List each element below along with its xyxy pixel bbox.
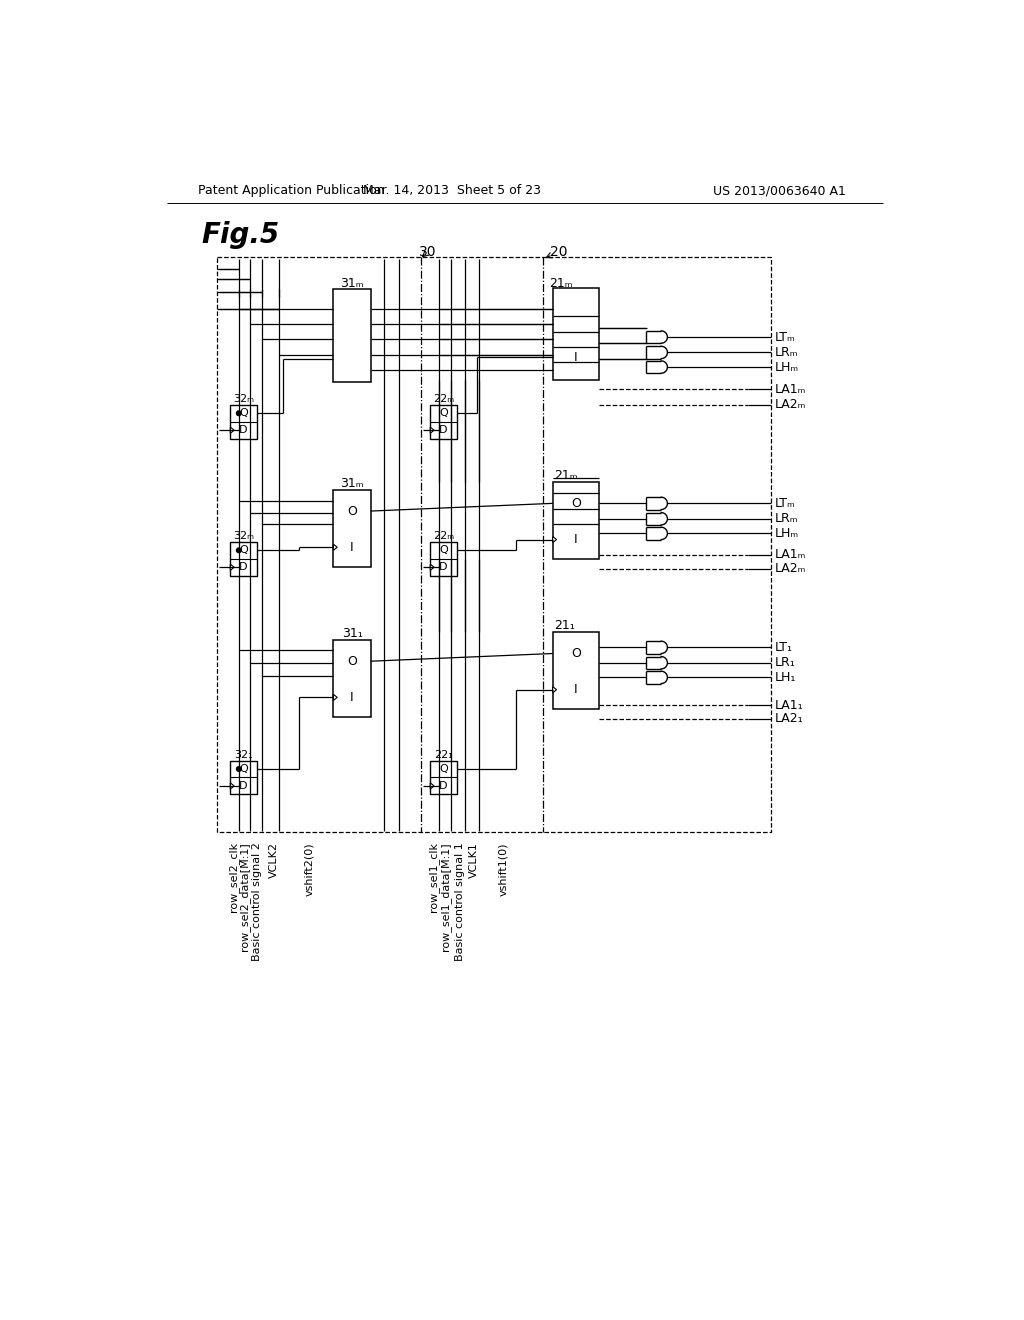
Text: LR₁: LR₁	[775, 656, 796, 669]
Text: I: I	[574, 351, 578, 363]
Text: LRₘ: LRₘ	[775, 346, 799, 359]
Polygon shape	[430, 564, 434, 570]
Text: VCLK2: VCLK2	[269, 842, 280, 878]
Text: 32₁: 32₁	[234, 750, 253, 760]
Text: Q: Q	[439, 408, 447, 418]
Text: row_sel2_clk: row_sel2_clk	[228, 842, 239, 912]
Text: LA2ₘ: LA2ₘ	[775, 562, 807, 576]
Bar	[430, 543, 457, 576]
Text: 32ₘ: 32ₘ	[233, 395, 254, 404]
Text: LA2₁: LA2₁	[775, 713, 804, 726]
Text: I: I	[350, 541, 353, 554]
Bar	[553, 632, 599, 709]
Polygon shape	[430, 783, 434, 789]
Bar	[217, 257, 771, 832]
Text: LTₘ: LTₘ	[775, 330, 796, 343]
Text: D: D	[439, 781, 447, 791]
Text: I: I	[574, 684, 578, 696]
Text: Q: Q	[239, 545, 248, 556]
Bar	[553, 288, 599, 380]
Bar	[334, 289, 371, 381]
Polygon shape	[230, 428, 234, 433]
Text: 22ₘ: 22ₘ	[433, 395, 454, 404]
Text: LA1ₘ: LA1ₘ	[775, 548, 807, 561]
Text: 31ₘ: 31ₘ	[340, 477, 364, 490]
Text: Mar. 14, 2013  Sheet 5 of 23: Mar. 14, 2013 Sheet 5 of 23	[362, 185, 541, 197]
Bar	[334, 640, 371, 717]
Text: LA2ₘ: LA2ₘ	[775, 399, 807, 412]
Polygon shape	[334, 694, 337, 701]
Polygon shape	[553, 686, 557, 693]
Polygon shape	[230, 564, 234, 570]
Bar	[230, 760, 257, 795]
Text: D: D	[439, 562, 447, 573]
Bar	[334, 490, 371, 566]
Text: Q: Q	[439, 545, 447, 556]
Circle shape	[237, 767, 241, 771]
Text: 22₁: 22₁	[434, 750, 453, 760]
Text: 32ₘ: 32ₘ	[233, 532, 254, 541]
Text: LH₁: LH₁	[775, 671, 797, 684]
Bar	[230, 543, 257, 576]
Text: LHₘ: LHₘ	[775, 527, 800, 540]
Text: vshift2(0): vshift2(0)	[304, 842, 314, 896]
Text: row_sel2_data[M:1]: row_sel2_data[M:1]	[239, 842, 250, 950]
Text: row_sel1_data[M:1]: row_sel1_data[M:1]	[440, 842, 452, 950]
Text: LRₘ: LRₘ	[775, 512, 799, 525]
Circle shape	[237, 411, 241, 416]
Text: 31ₘ: 31ₘ	[340, 277, 364, 289]
Text: LA1₁: LA1₁	[775, 698, 804, 711]
Text: US 2013/0063640 A1: US 2013/0063640 A1	[713, 185, 846, 197]
Bar	[430, 405, 457, 438]
Bar	[230, 405, 257, 438]
Text: 21₁: 21₁	[554, 619, 575, 632]
Text: D: D	[240, 781, 248, 791]
Text: D: D	[240, 562, 248, 573]
Text: LTₘ: LTₘ	[775, 496, 796, 510]
Text: 22ₘ: 22ₘ	[433, 532, 454, 541]
Text: LA1ₘ: LA1ₘ	[775, 383, 807, 396]
Text: 21ₘ: 21ₘ	[554, 469, 578, 482]
Text: 20: 20	[550, 246, 568, 259]
Text: Basic control signal 2: Basic control signal 2	[252, 842, 262, 961]
Text: 30: 30	[419, 246, 436, 259]
Text: Patent Application Publication: Patent Application Publication	[198, 185, 384, 197]
Text: I: I	[574, 533, 578, 546]
Text: VCLK1: VCLK1	[469, 842, 479, 878]
Bar	[430, 760, 457, 795]
Text: Q: Q	[239, 764, 248, 774]
Polygon shape	[334, 544, 337, 550]
Polygon shape	[230, 783, 234, 789]
Text: O: O	[571, 496, 581, 510]
Text: 31₁: 31₁	[342, 627, 362, 640]
Text: vshift1(0): vshift1(0)	[498, 842, 508, 896]
Text: I: I	[350, 690, 353, 704]
Polygon shape	[553, 536, 557, 543]
Text: O: O	[571, 647, 581, 660]
Text: row_sel1_clk: row_sel1_clk	[428, 842, 438, 912]
Text: Q: Q	[239, 408, 248, 418]
Text: O: O	[347, 504, 357, 517]
Polygon shape	[430, 428, 434, 433]
Text: O: O	[347, 655, 357, 668]
Text: D: D	[240, 425, 248, 436]
Text: 21ₘ: 21ₘ	[549, 277, 572, 289]
Circle shape	[237, 548, 241, 553]
Text: Q: Q	[439, 764, 447, 774]
Text: LT₁: LT₁	[775, 640, 794, 653]
Text: Fig.5: Fig.5	[202, 222, 280, 249]
Text: Basic control signal 1: Basic control signal 1	[455, 842, 465, 961]
Bar	[553, 482, 599, 558]
Text: LHₘ: LHₘ	[775, 360, 800, 374]
Text: D: D	[439, 425, 447, 436]
